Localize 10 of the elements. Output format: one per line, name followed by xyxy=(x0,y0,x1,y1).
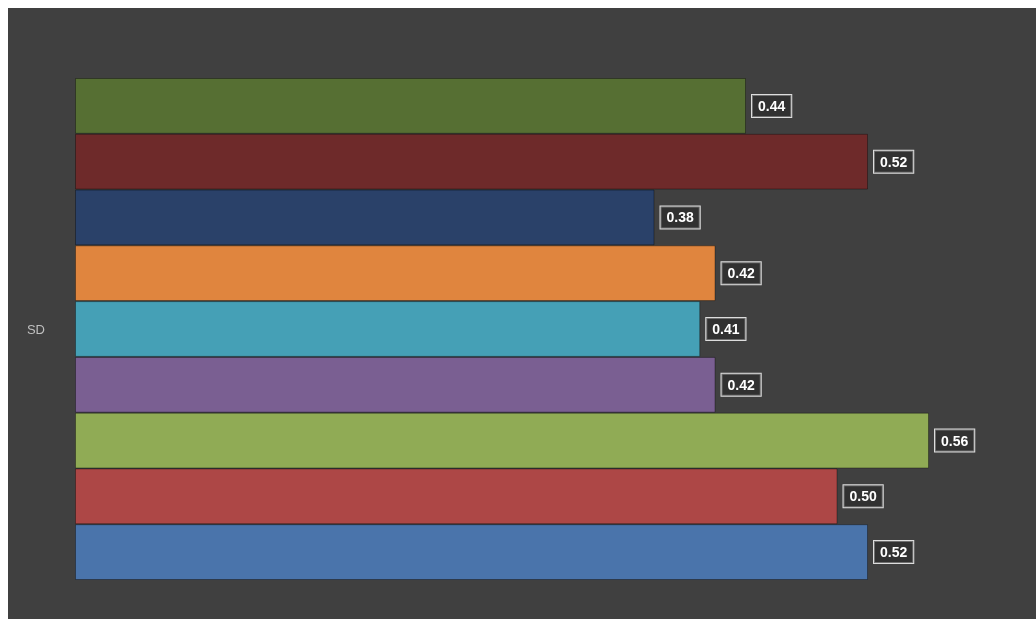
data-label: 0.52 xyxy=(880,544,908,561)
y-axis-title: SD xyxy=(26,321,45,337)
data-label: 0.42 xyxy=(727,265,755,282)
data-label: 0.50 xyxy=(849,488,877,505)
data-label: 0.42 xyxy=(727,376,755,393)
data-label: 0.52 xyxy=(880,153,908,170)
data-label: 0.41 xyxy=(712,321,740,337)
data-label: 0.44 xyxy=(758,97,786,114)
data-label: 0.56 xyxy=(941,432,969,449)
data-label: 0.38 xyxy=(666,209,694,226)
